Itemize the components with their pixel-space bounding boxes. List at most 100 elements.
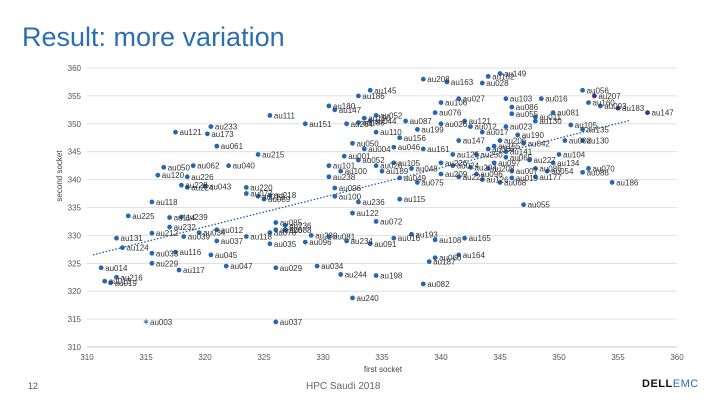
data-point xyxy=(568,122,574,128)
data-point-label: au120 xyxy=(162,171,185,180)
data-point xyxy=(609,179,615,185)
x-tick-label: 360 xyxy=(670,353,684,362)
y-tick-label: 335 xyxy=(68,204,82,213)
data-point-label: au226 xyxy=(191,173,214,182)
data-point xyxy=(420,76,426,82)
data-point xyxy=(509,168,515,174)
data-point xyxy=(550,110,556,116)
x-tick-label: 315 xyxy=(139,353,153,362)
data-point-label: au086 xyxy=(539,164,562,173)
data-point-label: au199 xyxy=(421,125,444,134)
data-point-label: au037 xyxy=(221,237,244,246)
data-point-label: au186 xyxy=(362,92,385,101)
data-point-label: au052 xyxy=(362,156,385,165)
data-point-label: au165 xyxy=(469,234,492,243)
x-tick-label: 340 xyxy=(434,353,448,362)
data-point xyxy=(149,230,155,236)
data-point-label: au147 xyxy=(652,109,675,118)
data-point-label: au209 xyxy=(445,170,468,179)
data-point xyxy=(204,131,210,137)
data-point xyxy=(326,174,332,180)
data-point-label: au221 xyxy=(463,173,486,182)
data-point-label: au121 xyxy=(469,117,492,126)
data-point-label: au081 xyxy=(557,109,580,118)
data-point xyxy=(332,185,338,191)
data-point-label: au075 xyxy=(421,178,444,187)
data-point xyxy=(338,168,344,174)
data-point-label: au114 xyxy=(174,214,196,223)
data-point xyxy=(527,157,532,163)
data-point-label: au068 xyxy=(504,178,527,187)
data-point xyxy=(521,140,526,146)
data-point-label: au131 xyxy=(121,234,144,243)
data-point-label: au226 xyxy=(445,159,468,168)
data-point xyxy=(503,149,509,155)
data-point-label: au087 xyxy=(410,117,433,126)
data-point-label: au014 xyxy=(105,264,128,273)
data-point-label: au007 xyxy=(516,167,539,176)
data-point-label: au161 xyxy=(427,145,450,154)
data-point-label: au183 xyxy=(622,104,645,113)
data-point-label: au023 xyxy=(510,123,533,132)
data-point-label: au244 xyxy=(345,270,368,279)
data-point xyxy=(344,121,349,127)
data-point-label: au085 xyxy=(280,219,303,228)
data-point xyxy=(326,163,332,169)
data-point xyxy=(226,163,232,169)
data-point-label: au042 xyxy=(528,139,551,148)
data-point xyxy=(544,168,550,174)
data-point xyxy=(214,227,220,233)
data-point-label: au230 xyxy=(315,231,338,240)
data-point-label: au147 xyxy=(463,137,486,146)
data-point xyxy=(580,169,585,175)
data-point xyxy=(580,87,585,93)
data-point xyxy=(438,121,444,127)
data-point xyxy=(184,174,190,180)
data-point xyxy=(426,259,432,265)
data-point-label: au076 xyxy=(439,109,462,118)
y-tick-label: 350 xyxy=(68,120,82,129)
data-point xyxy=(208,124,214,129)
data-point xyxy=(479,80,485,86)
data-point xyxy=(361,146,367,152)
data-point xyxy=(261,196,267,202)
data-point xyxy=(503,96,509,102)
y-axis-label: second socket xyxy=(55,150,64,202)
data-point xyxy=(179,214,184,220)
data-point-label: au240 xyxy=(357,294,380,303)
data-point xyxy=(462,235,467,241)
data-point-label: au062 xyxy=(197,162,220,171)
data-point-label: au070 xyxy=(593,164,616,173)
data-point xyxy=(497,71,503,76)
data-point-label: au207 xyxy=(598,92,621,101)
data-point xyxy=(114,235,119,241)
data-point xyxy=(120,245,125,251)
data-point-label: au116 xyxy=(180,248,202,257)
data-point-label: au089 xyxy=(268,195,291,204)
data-point-label: au034 xyxy=(321,262,344,271)
data-point xyxy=(586,100,591,105)
data-point-label: au086 xyxy=(516,103,539,112)
data-point-label: au035 xyxy=(274,240,297,249)
data-point-label: au155 xyxy=(498,142,521,151)
data-point-label: au225 xyxy=(132,212,155,221)
data-point xyxy=(562,138,568,143)
data-point xyxy=(196,230,202,236)
data-point-label: au125 xyxy=(457,150,480,159)
x-tick-label: 345 xyxy=(493,353,507,362)
data-point-label: au106 xyxy=(445,99,468,108)
data-point xyxy=(367,118,373,124)
data-point-label: au086 xyxy=(587,168,610,177)
gridlines xyxy=(87,67,677,348)
data-point xyxy=(397,175,403,181)
data-point-label: au160 xyxy=(593,99,616,108)
data-point xyxy=(468,164,473,170)
data-point xyxy=(338,272,344,277)
data-point-label: au187 xyxy=(433,258,456,267)
data-point-label: au130 xyxy=(539,117,562,126)
data-point xyxy=(533,174,538,180)
data-point xyxy=(438,160,444,166)
data-point xyxy=(485,146,491,152)
data-point-label: au162 xyxy=(492,72,515,81)
